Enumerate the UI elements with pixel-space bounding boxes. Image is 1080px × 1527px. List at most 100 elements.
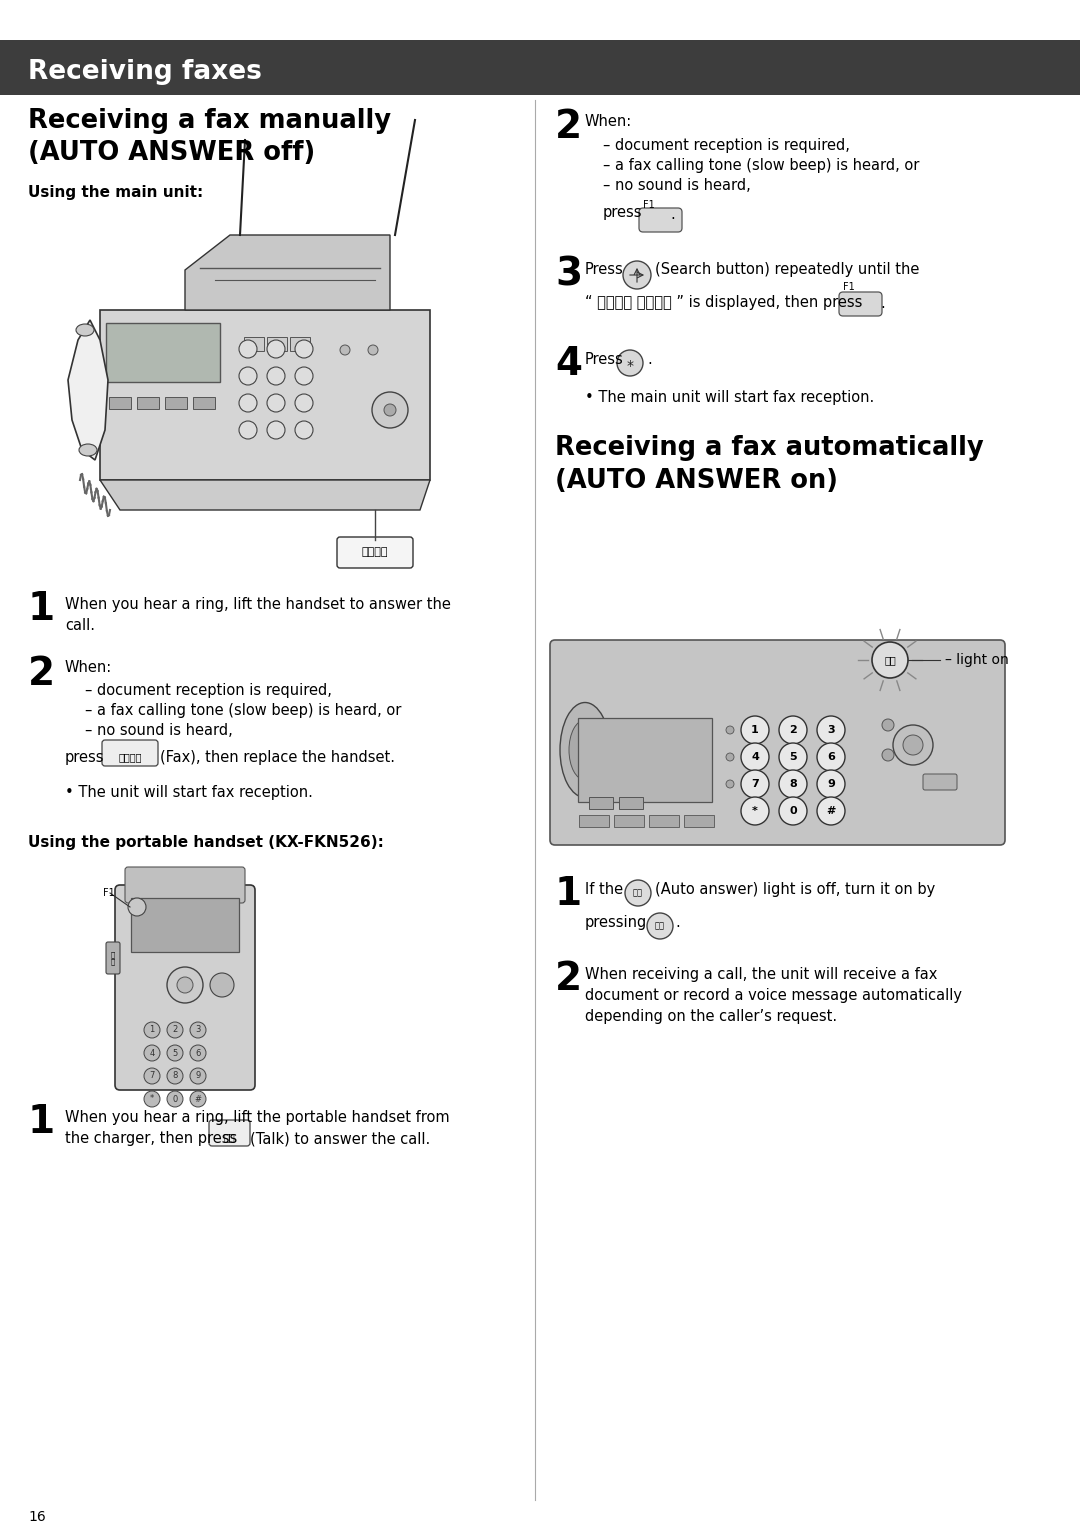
Circle shape <box>779 744 807 771</box>
Text: (Fax), then replace the handset.: (Fax), then replace the handset. <box>160 750 395 765</box>
Text: When you hear a ring, lift the handset to answer the: When you hear a ring, lift the handset t… <box>65 597 450 612</box>
Text: When:: When: <box>65 660 112 675</box>
Text: ファクス: ファクス <box>118 751 141 762</box>
FancyBboxPatch shape <box>579 815 609 828</box>
Text: If the: If the <box>585 883 623 896</box>
Circle shape <box>167 1090 183 1107</box>
FancyBboxPatch shape <box>131 898 239 951</box>
FancyBboxPatch shape <box>137 397 159 409</box>
Circle shape <box>167 967 203 1003</box>
Text: 1: 1 <box>149 1026 154 1034</box>
Circle shape <box>882 719 894 731</box>
FancyBboxPatch shape <box>839 292 882 316</box>
Text: 9: 9 <box>827 779 835 789</box>
Circle shape <box>295 366 313 385</box>
Text: Receiving a fax automatically: Receiving a fax automatically <box>555 435 984 461</box>
Circle shape <box>741 744 769 771</box>
Text: *: * <box>752 806 758 815</box>
Text: 16: 16 <box>28 1510 45 1524</box>
Text: – a fax calling tone (slow beep) is heard, or: – a fax calling tone (slow beep) is hear… <box>85 702 402 718</box>
FancyBboxPatch shape <box>109 397 131 409</box>
Circle shape <box>816 797 845 825</box>
Circle shape <box>167 1067 183 1084</box>
Circle shape <box>239 366 257 385</box>
Text: Press: Press <box>585 353 624 366</box>
Text: – document reception is required,: – document reception is required, <box>603 137 850 153</box>
FancyBboxPatch shape <box>619 797 643 809</box>
Text: 3: 3 <box>555 255 582 293</box>
Text: 留守: 留守 <box>885 655 896 664</box>
Circle shape <box>779 770 807 799</box>
FancyBboxPatch shape <box>106 942 120 974</box>
FancyBboxPatch shape <box>125 867 245 902</box>
Text: 外線: 外線 <box>224 1132 234 1142</box>
Text: (Search button) repeatedly until the: (Search button) repeatedly until the <box>654 263 919 276</box>
Text: – document reception is required,: – document reception is required, <box>85 683 332 698</box>
Text: 2: 2 <box>789 725 797 734</box>
Text: ファクス: ファクス <box>362 547 388 557</box>
Text: .: . <box>675 915 679 930</box>
Circle shape <box>295 421 313 438</box>
Circle shape <box>647 913 673 939</box>
FancyBboxPatch shape <box>244 337 264 351</box>
Text: Receiving a fax manually: Receiving a fax manually <box>28 108 391 134</box>
Text: • The unit will start fax reception.: • The unit will start fax reception. <box>65 785 313 800</box>
Circle shape <box>816 716 845 744</box>
Circle shape <box>625 880 651 906</box>
Circle shape <box>190 1090 206 1107</box>
Circle shape <box>295 394 313 412</box>
Text: “ ファクス ジーコン ” is displayed, then press: “ ファクス ジーコン ” is displayed, then press <box>585 295 862 310</box>
Text: – light on: – light on <box>945 654 1009 667</box>
Circle shape <box>872 641 908 678</box>
FancyBboxPatch shape <box>923 774 957 789</box>
Polygon shape <box>100 479 430 510</box>
FancyBboxPatch shape <box>106 324 220 382</box>
Text: – no sound is heard,: – no sound is heard, <box>85 722 233 738</box>
Text: 1: 1 <box>751 725 759 734</box>
Text: call.: call. <box>65 618 95 634</box>
Text: ⁎: ⁎ <box>626 356 634 370</box>
Text: 4: 4 <box>149 1049 154 1058</box>
Text: .: . <box>670 208 675 221</box>
Text: 8: 8 <box>789 779 797 789</box>
Text: – no sound is heard,: – no sound is heard, <box>603 179 751 192</box>
Circle shape <box>144 1044 160 1061</box>
Text: 2: 2 <box>555 960 582 999</box>
Text: 外
線: 外 線 <box>111 951 116 965</box>
FancyBboxPatch shape <box>589 797 613 809</box>
Text: 4: 4 <box>751 751 759 762</box>
Text: 1: 1 <box>28 1102 55 1141</box>
Text: (Auto answer) light is off, turn it on by: (Auto answer) light is off, turn it on b… <box>654 883 935 896</box>
Text: – a fax calling tone (slow beep) is heard, or: – a fax calling tone (slow beep) is hear… <box>603 157 919 173</box>
Polygon shape <box>100 310 430 479</box>
FancyBboxPatch shape <box>102 741 158 767</box>
Text: press: press <box>65 750 105 765</box>
Circle shape <box>177 977 193 993</box>
Circle shape <box>267 394 285 412</box>
FancyBboxPatch shape <box>684 815 714 828</box>
Text: 6: 6 <box>195 1049 201 1058</box>
Text: 5: 5 <box>173 1049 177 1058</box>
Text: Press: Press <box>585 263 624 276</box>
Circle shape <box>372 392 408 428</box>
Text: Using the main unit:: Using the main unit: <box>28 185 203 200</box>
Text: (Talk) to answer the call.: (Talk) to answer the call. <box>249 1132 430 1145</box>
Text: 0: 0 <box>789 806 797 815</box>
Circle shape <box>267 421 285 438</box>
Text: F1: F1 <box>103 889 114 898</box>
Circle shape <box>623 261 651 289</box>
Text: • The main unit will start fax reception.: • The main unit will start fax reception… <box>585 389 874 405</box>
Text: 留守: 留守 <box>633 889 643 898</box>
Circle shape <box>167 1022 183 1038</box>
FancyBboxPatch shape <box>210 1119 249 1145</box>
Text: the charger, then press: the charger, then press <box>65 1132 238 1145</box>
Text: (AUTO ANSWER off): (AUTO ANSWER off) <box>28 140 315 166</box>
FancyBboxPatch shape <box>550 640 1005 844</box>
Text: (AUTO ANSWER on): (AUTO ANSWER on) <box>555 467 838 495</box>
Text: document or record a voice message automatically: document or record a voice message autom… <box>585 988 962 1003</box>
Circle shape <box>893 725 933 765</box>
Circle shape <box>741 716 769 744</box>
Polygon shape <box>185 235 390 310</box>
Circle shape <box>726 780 734 788</box>
Text: press: press <box>603 205 643 220</box>
